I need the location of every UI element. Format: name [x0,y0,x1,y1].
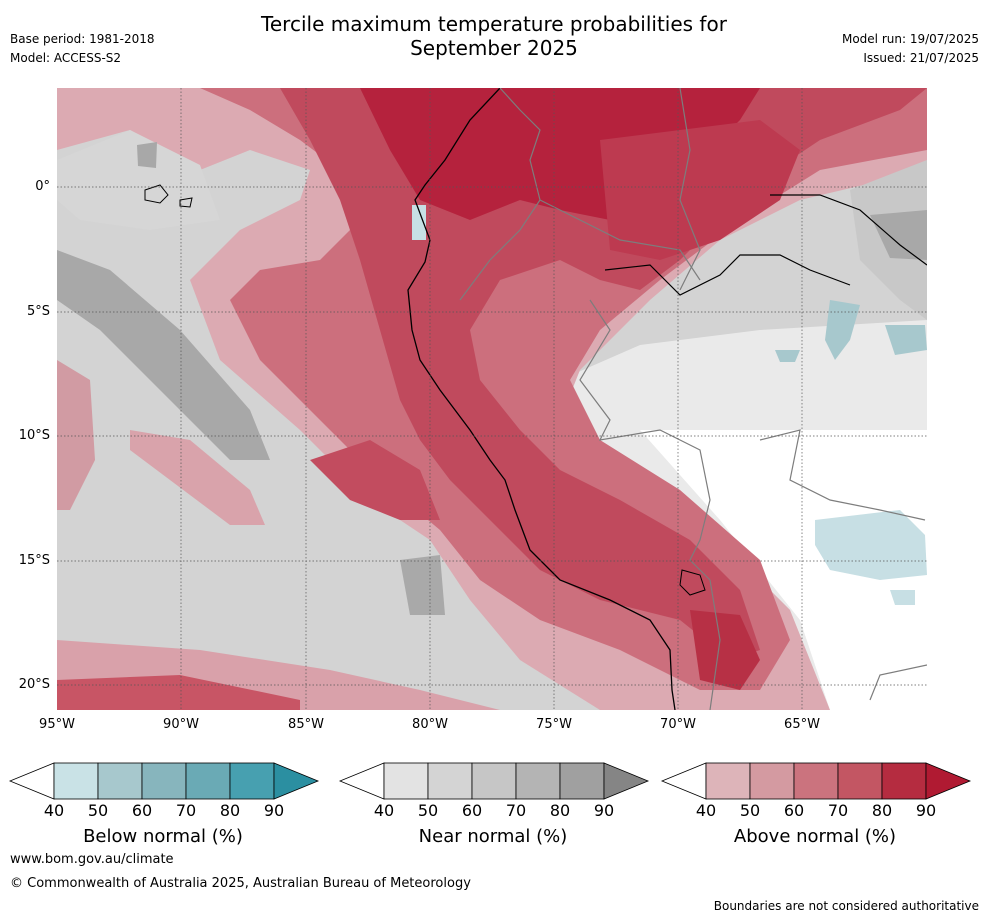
lat-label-5s: 5°S [26,304,50,319]
model-name: Model: ACCESS-S2 [10,51,122,65]
colorbar-near-segment [471,762,517,800]
issued-date: Issued: 21/07/2025 [863,51,979,65]
colorbar-above-segment [793,762,839,800]
colorbar-near-segment [427,762,473,800]
colorbar-near-tick: 40 [373,801,395,820]
colorbar-below-tick: 70 [175,801,197,820]
colorbar-below-tick: 90 [263,801,285,820]
colorbar-label-below: Below normal (%) [83,826,243,847]
colorbar-above-segment [705,762,751,800]
colorbar-near-arrow-right [603,762,650,800]
colorbar-below-segment [97,762,143,800]
graticule [57,88,927,710]
colorbar-above-tick: 80 [871,801,893,820]
lon-label-80w: 80°W [412,717,448,732]
colorbar-below-segment [229,762,275,800]
colorbar-below-tick: 50 [87,801,109,820]
colorbar-above-tick: 50 [739,801,761,820]
website-link[interactable]: www.bom.gov.au/climate [10,852,174,867]
colorbar-near-tick: 80 [549,801,571,820]
colorbar-near-tick: 90 [593,801,615,820]
colorbar-below-segment [53,762,99,800]
colorbar-below-segment [185,762,231,800]
colorbar-below-segment [141,762,187,800]
title-line-1: Tercile maximum temperature probabilitie… [261,12,727,36]
title-line-2: September 2025 [410,36,578,60]
colorbar-above-arrow-left [660,762,707,800]
colorbar-near-segment [515,762,561,800]
disclaimer-text: Boundaries are not considered authoritat… [713,899,979,913]
colorbar-near-segment [559,762,605,800]
colorbar-below-arrow-left [8,762,55,800]
colorbar-above-tick: 60 [783,801,805,820]
lon-label-75w: 75°W [536,717,572,732]
colorbar-above-segment [881,762,927,800]
colorbar-above-tick: 90 [915,801,937,820]
colorbar-above-tick: 40 [695,801,717,820]
colorbar-near-tick: 50 [417,801,439,820]
lat-label-15s: 15°S [18,553,50,568]
colorbar-above-normal [660,762,972,800]
lon-label-70w: 70°W [660,717,696,732]
colorbar-below-normal [8,762,320,800]
colorbar-near-normal [338,762,650,800]
colorbar-below-arrow-right [273,762,320,800]
model-run: Model run: 19/07/2025 [841,32,979,46]
colorbar-near-segment [383,762,429,800]
map-title: Tercile maximum temperature probabilitie… [0,12,988,60]
map-fill [57,88,927,710]
colorbars [8,762,972,800]
copyright-text: © Commonwealth of Australia 2025, Austra… [10,876,471,891]
lat-label-20s: 20°S [18,677,50,692]
lat-label-0: 0° [35,179,50,194]
colorbar-near-arrow-left [338,762,385,800]
colorbar-near-tick: 70 [505,801,527,820]
colorbar-below-tick: 60 [131,801,153,820]
colorbar-label-above: Above normal (%) [733,826,897,847]
colorbar-below-tick: 80 [219,801,241,820]
lon-label-85w: 85°W [288,717,324,732]
colorbar-label-near: Near normal (%) [418,826,568,847]
colorbar-above-segment [837,762,883,800]
lat-label-10s: 10°S [18,428,50,443]
colorbar-above-arrow-right [925,762,972,800]
coastline [144,88,927,710]
colorbar-near-tick: 60 [461,801,483,820]
colorbar-below-tick: 40 [43,801,65,820]
lon-label-65w: 65°W [784,717,820,732]
colorbar-above-segment [749,762,795,800]
lon-label-95w: 95°W [39,717,75,732]
lon-label-90w: 90°W [163,717,199,732]
base-period: Base period: 1981-2018 [10,32,155,46]
colorbar-above-tick: 70 [827,801,849,820]
